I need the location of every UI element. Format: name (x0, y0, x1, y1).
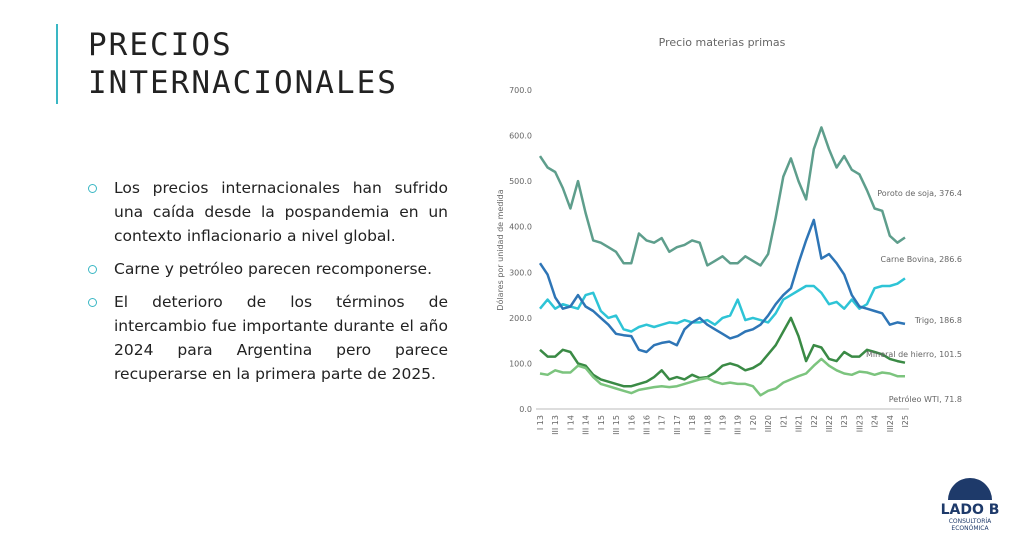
bullet-list: Los precios internacionales han sufrido … (88, 176, 448, 395)
logo-name: LADO B (940, 502, 1000, 518)
y-tick-label: 100.0 (509, 359, 532, 368)
y-tick-label: 200.0 (509, 314, 532, 323)
x-tick-label: III 17 (673, 415, 682, 435)
series-line (538, 126, 906, 267)
x-tick-label: III21 (795, 415, 804, 432)
chart: Precio materias primas Dólares por unida… (495, 36, 962, 435)
y-tick-label: 700.0 (509, 86, 532, 95)
y-tick-label: 600.0 (509, 132, 532, 141)
end-label: Mineral de hierro, 101.5 (866, 350, 962, 359)
slide-title: PRECIOS INTERNACIONALES (88, 26, 398, 102)
y-tick-label: 400.0 (509, 223, 532, 232)
x-tick-label: I21 (779, 415, 788, 428)
x-tick-label: III 13 (551, 415, 560, 435)
x-tick-label: I 13 (536, 415, 545, 430)
y-tick-label: 500.0 (509, 177, 532, 186)
end-label: Trigo, 186.8 (914, 316, 962, 325)
x-tick-label: III20 (764, 415, 773, 432)
x-tick-label: I 20 (749, 415, 758, 430)
end-label: Poroto de soja, 376.4 (877, 189, 962, 198)
bullet: Carne y petróleo parecen recomponerse. (88, 257, 448, 281)
x-tick-label: III 14 (582, 415, 591, 435)
x-tick-label: I23 (840, 415, 849, 428)
accent-bar (56, 24, 58, 104)
end-label: Petróleo WTI, 71.8 (889, 394, 962, 404)
logo-tagline: CONSULTORÍA ECONÓMICA (948, 518, 992, 532)
series-line (539, 277, 906, 333)
x-tick-label: I 19 (719, 415, 728, 430)
y-tick-label: 300.0 (509, 268, 532, 277)
x-tick-label: III 16 (642, 415, 651, 435)
title-line: INTERNACIONALES (88, 65, 398, 101)
end-label: Carne Bovina, 286.6 (881, 255, 962, 264)
x-tick-label: III 15 (612, 415, 621, 435)
x-tick-label: III 18 (703, 415, 712, 435)
x-tick-label: I 18 (688, 415, 697, 430)
x-tick-label: I 15 (597, 415, 606, 430)
chart-title: Precio materias primas (659, 36, 786, 49)
x-tick-label: III22 (825, 415, 834, 432)
y-axis-label: Dólares por unidad de medida (495, 189, 505, 310)
x-tick-label: III23 (855, 415, 864, 432)
series-line (539, 357, 906, 397)
x-tick-label: I22 (810, 415, 819, 428)
logo-icon (948, 478, 992, 500)
bullet: El deterioro de los términos de intercam… (88, 290, 448, 386)
x-tick-label: III24 (886, 415, 895, 432)
x-tick-label: I25 (901, 415, 910, 428)
x-tick-label: I 17 (658, 415, 667, 430)
x-tick-label: I 16 (627, 415, 636, 430)
x-tick-label: I 14 (566, 415, 575, 430)
bullet: Los precios internacionales han sufrido … (88, 176, 448, 248)
x-tick-label: III 19 (734, 415, 743, 435)
title-line: PRECIOS (88, 27, 233, 63)
series-line (539, 316, 906, 388)
x-tick-label: I24 (871, 415, 880, 428)
y-tick-label: 0.0 (519, 405, 532, 414)
logo: LADO B CONSULTORÍA ECONÓMICA (930, 502, 1010, 532)
series-line (538, 218, 906, 354)
